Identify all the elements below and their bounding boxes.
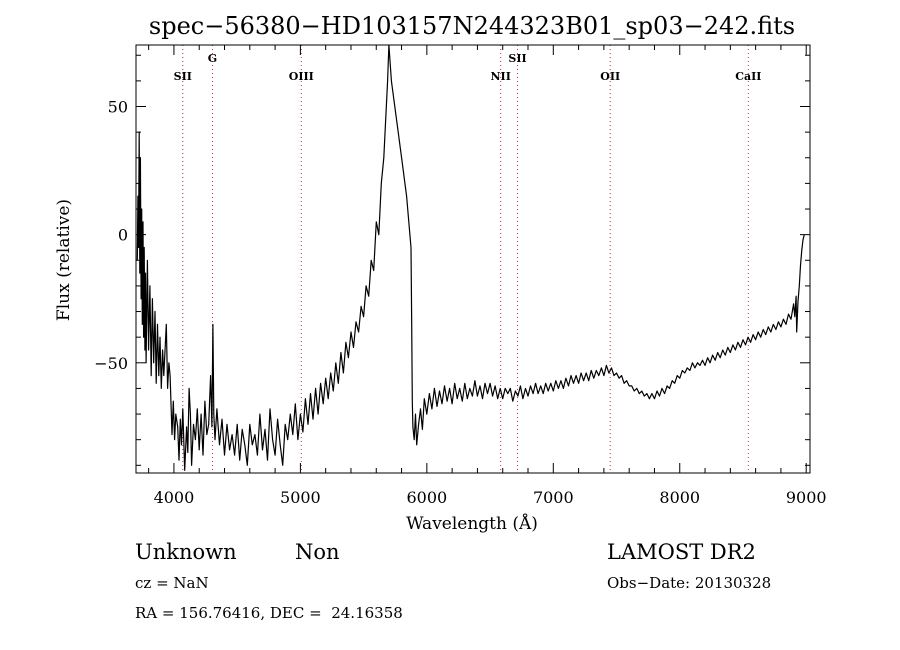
x-tick-label: 7000 [533,488,574,507]
spectral-line-label: SII [508,52,526,65]
spectrum-line [136,44,805,471]
series-layer [136,44,805,471]
spectral-line-markers: SII G OIII NII SII OII CaII [174,45,761,473]
redshift-label: cz = NaN [135,574,209,592]
x-tick-label: 5000 [280,488,321,507]
plot-frame [135,44,811,474]
x-axis-label: Wavelength (Å) [406,513,538,534]
y-axis-label: Flux (relative) [54,199,74,321]
x-tick-label: 4000 [154,488,195,507]
x-tick-label: 8000 [659,488,700,507]
axes [135,44,811,474]
class-label: Unknown [135,540,237,564]
spectral-line-label: SII [174,70,192,83]
x-tick-label: 9000 [786,488,827,507]
spectral-line-label: OII [600,70,620,83]
x-tick-label: 6000 [406,488,447,507]
y-tick-label: −50 [94,354,128,373]
survey-label: LAMOST DR2 [607,540,756,564]
spectral-line-label: G [208,52,217,65]
subclass-label: Non [295,540,340,564]
y-tick-label: 50 [108,98,128,117]
obs-date-label: Obs−Date: 20130328 [607,574,772,592]
spectral-line-label: OIII [289,70,314,83]
spectral-line-label: NII [491,70,511,83]
y-tick-label: 0 [118,226,128,245]
chart-title: spec−56380−HD103157N244323B01_sp03−242.f… [149,12,795,40]
coords-label: RA = 156.76416, DEC = 24.16358 [135,604,403,622]
spectral-line-label: CaII [735,70,761,83]
ticks: 4000 5000 6000 7000 8000 9000 50 0 −50 [94,45,827,507]
